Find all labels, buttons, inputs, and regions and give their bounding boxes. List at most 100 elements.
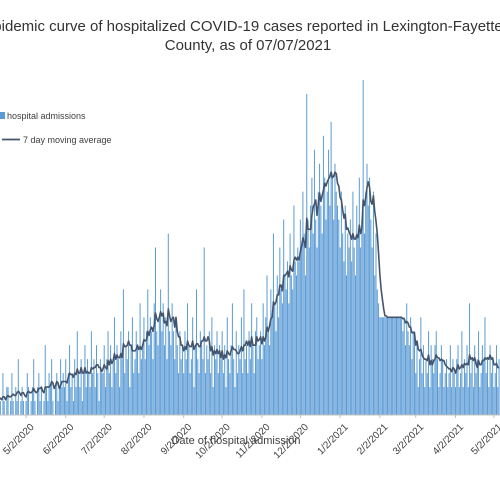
x-tick-label: 5/2/2021 — [469, 422, 500, 458]
bar — [94, 387, 96, 415]
bar — [11, 373, 13, 415]
bar — [303, 233, 305, 415]
bar — [189, 373, 191, 415]
bar — [379, 317, 381, 415]
bar — [67, 373, 69, 415]
bar — [79, 387, 81, 415]
bar — [422, 345, 424, 415]
bar — [46, 387, 48, 415]
bar — [347, 233, 349, 415]
bar — [497, 387, 499, 415]
bar — [420, 317, 422, 415]
bar — [113, 317, 115, 415]
bar — [470, 373, 472, 415]
bar — [154, 247, 156, 415]
bar — [474, 345, 476, 415]
bar — [365, 191, 367, 415]
bar — [143, 317, 145, 415]
bar — [294, 261, 296, 415]
bar — [376, 289, 378, 415]
bar — [426, 373, 428, 415]
bar — [457, 345, 459, 415]
bar — [193, 387, 195, 415]
bar — [110, 345, 112, 415]
bar — [108, 373, 110, 415]
bar — [312, 233, 314, 415]
bar — [253, 373, 255, 415]
bar — [204, 373, 206, 415]
bar — [98, 401, 100, 415]
bar — [454, 387, 456, 415]
bar — [435, 331, 437, 415]
bar — [81, 401, 83, 415]
bar — [166, 359, 168, 415]
bar — [242, 373, 244, 415]
bar — [215, 359, 217, 415]
bar — [75, 387, 77, 415]
bar — [25, 401, 27, 415]
bar — [111, 387, 113, 415]
legend-label: hospital admissions — [7, 111, 86, 121]
bar — [142, 345, 144, 415]
bar — [249, 359, 251, 415]
bar — [402, 331, 404, 415]
bar — [278, 317, 280, 415]
bar — [485, 373, 487, 415]
bar — [456, 359, 458, 415]
bar — [395, 317, 397, 415]
bar — [495, 345, 497, 415]
bar — [431, 359, 433, 415]
bar — [171, 303, 173, 415]
bar — [44, 345, 46, 415]
bar — [339, 247, 341, 415]
bar — [324, 177, 326, 415]
bar — [208, 331, 210, 415]
bar — [274, 303, 276, 415]
bar — [399, 317, 401, 415]
bar — [434, 345, 436, 415]
bar — [353, 247, 355, 415]
bar — [494, 373, 496, 415]
bar — [335, 191, 337, 415]
bar — [417, 387, 419, 415]
bar — [157, 345, 159, 415]
bar — [252, 345, 254, 415]
bar — [313, 149, 315, 415]
bar — [167, 233, 169, 415]
bar — [192, 317, 194, 415]
bar — [203, 247, 205, 415]
bar — [288, 303, 290, 415]
bar — [97, 373, 99, 415]
bar — [30, 401, 32, 415]
bar — [254, 331, 256, 415]
bar — [102, 373, 104, 415]
bar — [22, 401, 24, 415]
bar — [138, 373, 140, 415]
bar — [283, 219, 285, 415]
bar — [298, 261, 300, 415]
bar — [372, 191, 374, 415]
bar — [462, 387, 464, 415]
bar — [410, 317, 412, 415]
bar — [270, 289, 272, 415]
bar — [442, 359, 444, 415]
bar — [403, 317, 405, 415]
bar — [237, 373, 239, 415]
bar — [156, 331, 158, 415]
bar — [326, 191, 328, 415]
bar — [93, 359, 95, 415]
bar — [104, 387, 106, 415]
bar — [307, 219, 309, 415]
bar — [37, 387, 39, 415]
bar — [411, 359, 413, 415]
bar — [229, 373, 231, 415]
bar — [297, 247, 299, 415]
bar — [78, 373, 80, 415]
bar — [140, 359, 142, 415]
bar — [281, 303, 283, 415]
bar — [219, 345, 221, 415]
x-axis-title: Date of hospital admission — [171, 435, 300, 447]
bar — [234, 387, 236, 415]
bar — [144, 359, 146, 415]
bar — [212, 387, 214, 415]
